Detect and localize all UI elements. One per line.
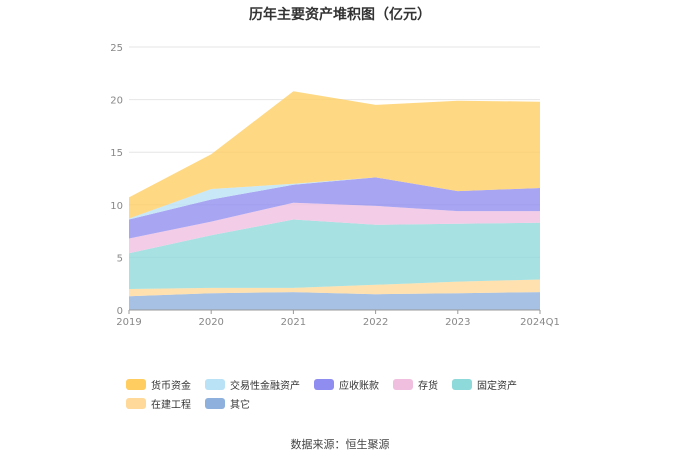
- legend-swatch: [205, 397, 225, 409]
- legend-label: 货币资金: [151, 380, 191, 392]
- y-tick-label: 5: [117, 253, 123, 264]
- area-存货: [129, 202, 540, 254]
- axes: 0 5 10 15 20 25 2019 2020 2021 2022 2023 2024Q1: [110, 43, 560, 328]
- legend-label: 固定资产: [477, 380, 517, 392]
- legend-label: 在建工程: [151, 399, 191, 411]
- legend-swatch: [205, 378, 225, 390]
- legend-item[interactable]: 其它: [205, 395, 250, 411]
- area-series: [129, 91, 540, 310]
- legend-swatch: [126, 378, 146, 390]
- legend-item[interactable]: 在建工程: [126, 395, 191, 411]
- y-tick-label: 15: [110, 148, 123, 159]
- legend-item[interactable]: 应收账款: [314, 376, 379, 392]
- legend-label: 交易性金融资产: [230, 380, 300, 392]
- chart-title: 历年主要资产堆积图（亿元）: [249, 7, 431, 23]
- legend-label: 应收账款: [339, 380, 379, 392]
- x-tick-label: 2019: [116, 317, 141, 328]
- legend-swatch: [126, 397, 146, 409]
- legend-swatch: [393, 378, 413, 390]
- area-货币资金: [129, 91, 540, 219]
- x-tick-label: 2020: [198, 317, 223, 328]
- legend-label: 其它: [230, 399, 250, 411]
- x-tick-label: 2024Q1: [520, 317, 560, 328]
- x-tick-label: 2023: [445, 317, 470, 328]
- area-固定资产: [129, 219, 540, 289]
- legend-item[interactable]: 货币资金: [126, 376, 191, 392]
- legend-item[interactable]: 固定资产: [452, 376, 517, 392]
- legend: 货币资金 交易性金融资产 应收账款 存货 固定资产在建工程 其它: [126, 376, 586, 411]
- legend-label: 存货: [418, 380, 438, 392]
- legend-swatch: [314, 378, 334, 390]
- area-交易性金融资产: [129, 177, 540, 220]
- x-tick-label: 2022: [363, 317, 388, 328]
- legend-item[interactable]: 存货: [393, 376, 438, 392]
- legend-item[interactable]: 交易性金融资产: [205, 376, 300, 392]
- y-tick-label: 20: [110, 96, 123, 107]
- y-tick-label: 10: [110, 201, 123, 212]
- y-tick-label: 25: [110, 43, 123, 54]
- source-note: 数据来源：恒生聚源: [290, 438, 390, 451]
- area-在建工程: [129, 279, 540, 297]
- y-tick-label: 0: [117, 306, 123, 317]
- area-其它: [129, 292, 540, 310]
- area-应收账款: [129, 177, 540, 239]
- legend-swatch: [452, 378, 472, 390]
- x-tick-label: 2021: [281, 317, 306, 328]
